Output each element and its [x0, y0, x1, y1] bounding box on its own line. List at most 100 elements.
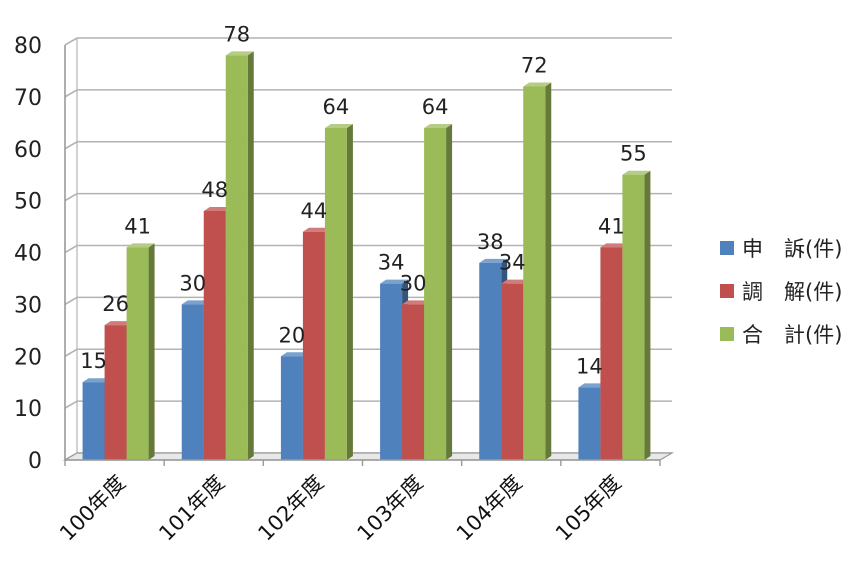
bar-front [225, 55, 248, 460]
bar-front [181, 304, 204, 460]
data-label: 44 [301, 199, 328, 223]
bar-top [280, 352, 309, 357]
data-label: 78 [223, 22, 250, 46]
gridline [64, 140, 672, 150]
data-label: 26 [102, 292, 129, 316]
legend-swatch [720, 284, 734, 298]
x-tick-label: 102年度 [253, 471, 328, 546]
y-tick-label: 0 [28, 449, 42, 474]
x-tick-label: 100年度 [55, 471, 130, 546]
y-tick-label: 20 [14, 345, 42, 370]
bar-top [523, 82, 552, 87]
bars [82, 51, 651, 460]
data-label: 48 [201, 178, 228, 202]
bar-top [203, 207, 232, 211]
bar [424, 124, 453, 460]
y-tick-label: 80 [14, 34, 42, 59]
bar-front [600, 247, 623, 460]
bar-top [324, 124, 353, 128]
bar [225, 51, 254, 460]
bar-side [644, 170, 651, 460]
data-label: 15 [80, 349, 107, 373]
x-axis: 100年度 101年度 102年度 103年度 104年度 105年度 [55, 459, 661, 546]
bar [324, 124, 353, 460]
bar-top [380, 279, 409, 284]
bar-side [148, 243, 155, 460]
bar-top [104, 321, 133, 326]
bar-front [82, 382, 105, 460]
data-label: 41 [598, 214, 625, 238]
bar-top [126, 243, 155, 248]
bar-top [82, 378, 111, 383]
data-label: 14 [576, 354, 603, 378]
bar-top [600, 243, 629, 248]
gridline [64, 192, 672, 202]
data-label: 20 [279, 323, 306, 347]
bar-side [545, 82, 552, 460]
bar-front [479, 262, 502, 460]
data-label: 30 [400, 271, 427, 295]
y-tick-label: 10 [14, 397, 42, 422]
legend: 申 訴(件) 調 解(件) 合 計(件) [720, 237, 842, 347]
bar-top [424, 124, 453, 128]
data-label: 30 [179, 271, 206, 295]
legend-item: 合 計(件) [720, 323, 842, 347]
data-label: 55 [620, 142, 647, 166]
bar-top [225, 51, 254, 56]
y-tick-label: 70 [14, 86, 42, 111]
bar-front [402, 304, 425, 460]
bar-front [622, 174, 645, 460]
bar-top [302, 227, 331, 232]
bar [622, 170, 651, 460]
bar-top [501, 279, 530, 284]
bar-front [324, 128, 347, 460]
gridline [64, 89, 672, 98]
legend-item: 申 訴(件) [720, 237, 842, 261]
legend-item: 調 解(件) [720, 280, 842, 304]
bar-front [203, 211, 226, 460]
bar-top [479, 258, 508, 263]
bar-front [380, 283, 403, 460]
bar [126, 243, 155, 460]
data-label: 41 [124, 214, 151, 238]
x-tick-label: 101年度 [154, 471, 229, 546]
legend-label: 申 訴(件) [742, 237, 842, 261]
x-tick-label: 104年度 [452, 471, 527, 546]
y-axis: 0 10 20 30 40 50 60 70 80 [14, 34, 66, 474]
bar-top [578, 383, 607, 388]
bar-side [446, 124, 453, 460]
bar-front [126, 247, 149, 460]
y-tick-label: 50 [14, 190, 42, 215]
bar-top [402, 300, 431, 305]
bar-front [280, 356, 303, 460]
bar-top [181, 300, 210, 305]
x-tick-label: 105年度 [551, 471, 626, 546]
y-tick-label: 30 [14, 293, 42, 318]
data-label: 64 [323, 95, 350, 119]
bar-top [622, 170, 651, 175]
data-label: 38 [477, 230, 504, 254]
gridline [64, 296, 672, 306]
legend-label: 調 解(件) [742, 280, 842, 304]
data-label: 34 [499, 251, 526, 275]
y-tick-label: 40 [14, 242, 42, 267]
gridline [64, 37, 672, 46]
bar-side [247, 51, 254, 460]
bar [523, 82, 552, 460]
legend-swatch [720, 241, 734, 255]
data-label: 72 [521, 54, 548, 78]
x-tick-label: 103年度 [353, 471, 428, 546]
gridline [64, 244, 672, 254]
bar-front [302, 231, 325, 460]
bar-front [424, 128, 447, 460]
legend-swatch [720, 327, 734, 341]
legend-label: 合 計(件) [742, 323, 842, 347]
bar-front [501, 283, 524, 460]
bar-front [578, 387, 601, 460]
data-label: 34 [378, 251, 405, 275]
y-tick-label: 60 [14, 138, 42, 163]
data-label: 64 [422, 95, 449, 119]
bar-front [104, 325, 127, 460]
